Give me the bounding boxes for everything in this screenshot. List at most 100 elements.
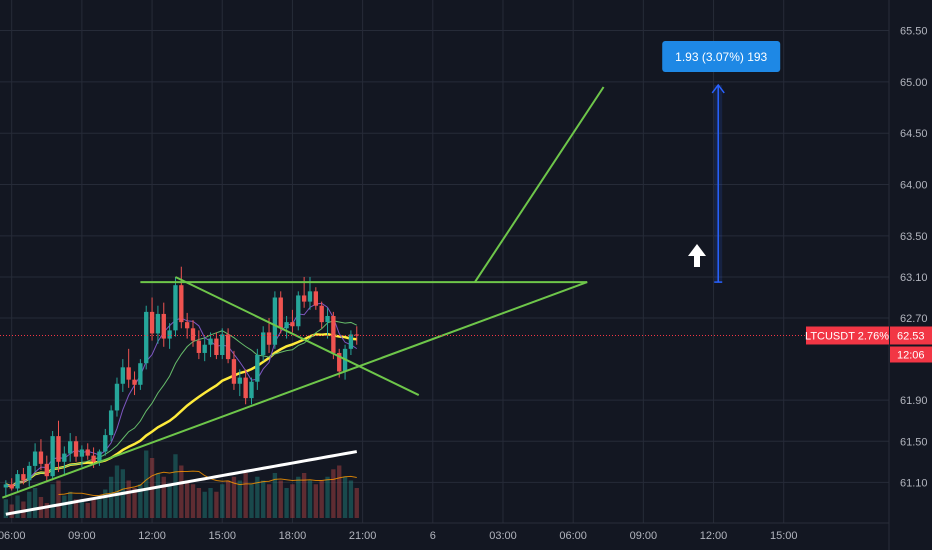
volume-bar bbox=[173, 454, 178, 518]
x-tick-label: 06:00 bbox=[559, 530, 587, 542]
volume-bar bbox=[319, 480, 324, 518]
volume-bar bbox=[91, 499, 96, 518]
last-price-value: 62.53 bbox=[897, 330, 925, 342]
candle-body bbox=[173, 285, 178, 331]
volume-bar bbox=[161, 476, 166, 518]
candle-body bbox=[79, 449, 85, 457]
candle-body bbox=[62, 453, 67, 462]
last-price-tag bbox=[890, 326, 932, 345]
volume-bar bbox=[44, 503, 49, 518]
volume-bar bbox=[155, 473, 161, 518]
candle-body bbox=[348, 334, 354, 349]
candle-body bbox=[21, 474, 26, 481]
candle-body bbox=[68, 441, 73, 454]
volume-bar bbox=[313, 484, 319, 518]
candle-body bbox=[284, 322, 289, 329]
volume-bar bbox=[103, 489, 108, 518]
candle-body bbox=[225, 334, 231, 360]
support-trend-line[interactable] bbox=[1, 281, 588, 499]
measure-arrow-head bbox=[711, 83, 725, 94]
volume-bar bbox=[337, 465, 342, 518]
x-tick-label: 12:00 bbox=[138, 530, 166, 542]
volume-bar bbox=[348, 480, 354, 518]
y-tick-label: 61.50 bbox=[900, 436, 928, 448]
x-tick-label: 21:00 bbox=[349, 530, 377, 542]
volume-bar bbox=[325, 476, 330, 518]
volume-bar bbox=[126, 480, 131, 518]
volume-bar bbox=[261, 480, 266, 518]
candle-body bbox=[144, 311, 149, 364]
volume-bar bbox=[3, 499, 9, 518]
candle-body bbox=[313, 291, 319, 306]
volume-bar bbox=[290, 484, 295, 518]
candle-body bbox=[38, 451, 44, 464]
x-tick-label: 18:00 bbox=[279, 530, 307, 542]
x-tick-label: 09:00 bbox=[630, 530, 658, 542]
x-tick-label: 09:00 bbox=[68, 530, 96, 542]
volume-bar bbox=[354, 488, 359, 518]
projection-line[interactable] bbox=[474, 86, 605, 283]
candle-body bbox=[114, 383, 120, 411]
candle-body bbox=[44, 463, 49, 477]
candle-body bbox=[155, 313, 161, 334]
candle-body bbox=[296, 295, 301, 327]
candle-body bbox=[272, 297, 278, 345]
candle-body bbox=[167, 330, 172, 339]
candle-body bbox=[32, 451, 38, 466]
volume-bar bbox=[79, 501, 85, 518]
volume-bar bbox=[190, 484, 196, 518]
y-tick-label: 63.10 bbox=[900, 272, 928, 284]
candle-body bbox=[184, 322, 190, 329]
countdown-tag bbox=[890, 346, 932, 363]
volume-bar bbox=[214, 491, 219, 518]
volume-bar bbox=[97, 495, 102, 518]
candle-body bbox=[3, 484, 9, 488]
y-tick-label: 64.00 bbox=[900, 180, 928, 192]
y-tick-label: 61.90 bbox=[900, 395, 928, 407]
price-axis bbox=[889, 0, 932, 550]
volume-bar bbox=[284, 488, 289, 518]
candle-body bbox=[337, 352, 342, 372]
candle-body bbox=[331, 315, 336, 353]
volume-ma-white-line bbox=[5, 450, 358, 516]
y-tick-label: 61.10 bbox=[900, 477, 928, 489]
volume-bar bbox=[231, 476, 237, 518]
candle-body bbox=[208, 338, 213, 345]
volume-bar bbox=[331, 469, 336, 518]
volume-bar bbox=[132, 488, 137, 518]
symbol-change-tag bbox=[806, 326, 889, 345]
descending-line[interactable] bbox=[175, 276, 420, 396]
x-tick-label: 06:00 bbox=[0, 530, 25, 542]
volume-bar bbox=[85, 503, 90, 518]
y-tick-label: 63.50 bbox=[900, 231, 928, 243]
y-tick-label: 65.00 bbox=[900, 77, 928, 89]
x-tick-label: 12:00 bbox=[700, 530, 728, 542]
candle-body bbox=[220, 334, 225, 356]
x-tick-label: 6 bbox=[430, 530, 436, 542]
candle-body bbox=[56, 436, 61, 462]
volume-bar bbox=[296, 476, 301, 518]
y-tick-label: 64.50 bbox=[900, 128, 928, 140]
candle-body bbox=[325, 315, 330, 323]
measure-label: 1.93 (3.07%) 193 bbox=[675, 50, 767, 64]
volume-bar bbox=[255, 476, 260, 518]
candle-body bbox=[243, 377, 248, 399]
candle-body bbox=[91, 455, 96, 462]
volume-bar bbox=[249, 484, 254, 518]
volume-bar bbox=[208, 488, 213, 518]
volume-bar bbox=[138, 484, 143, 518]
candle-body bbox=[202, 344, 207, 353]
candle-body bbox=[255, 355, 260, 382]
up-arrow-icon bbox=[688, 244, 706, 267]
volume-bar bbox=[27, 491, 32, 518]
y-tick-label: 62.70 bbox=[900, 313, 928, 325]
volume-bar bbox=[196, 488, 202, 518]
candle-body bbox=[249, 381, 254, 399]
volume-bar bbox=[144, 450, 149, 518]
candle-body bbox=[97, 451, 102, 462]
volume-bar bbox=[167, 484, 172, 518]
candle-body bbox=[73, 441, 79, 457]
candle-body bbox=[278, 297, 283, 329]
